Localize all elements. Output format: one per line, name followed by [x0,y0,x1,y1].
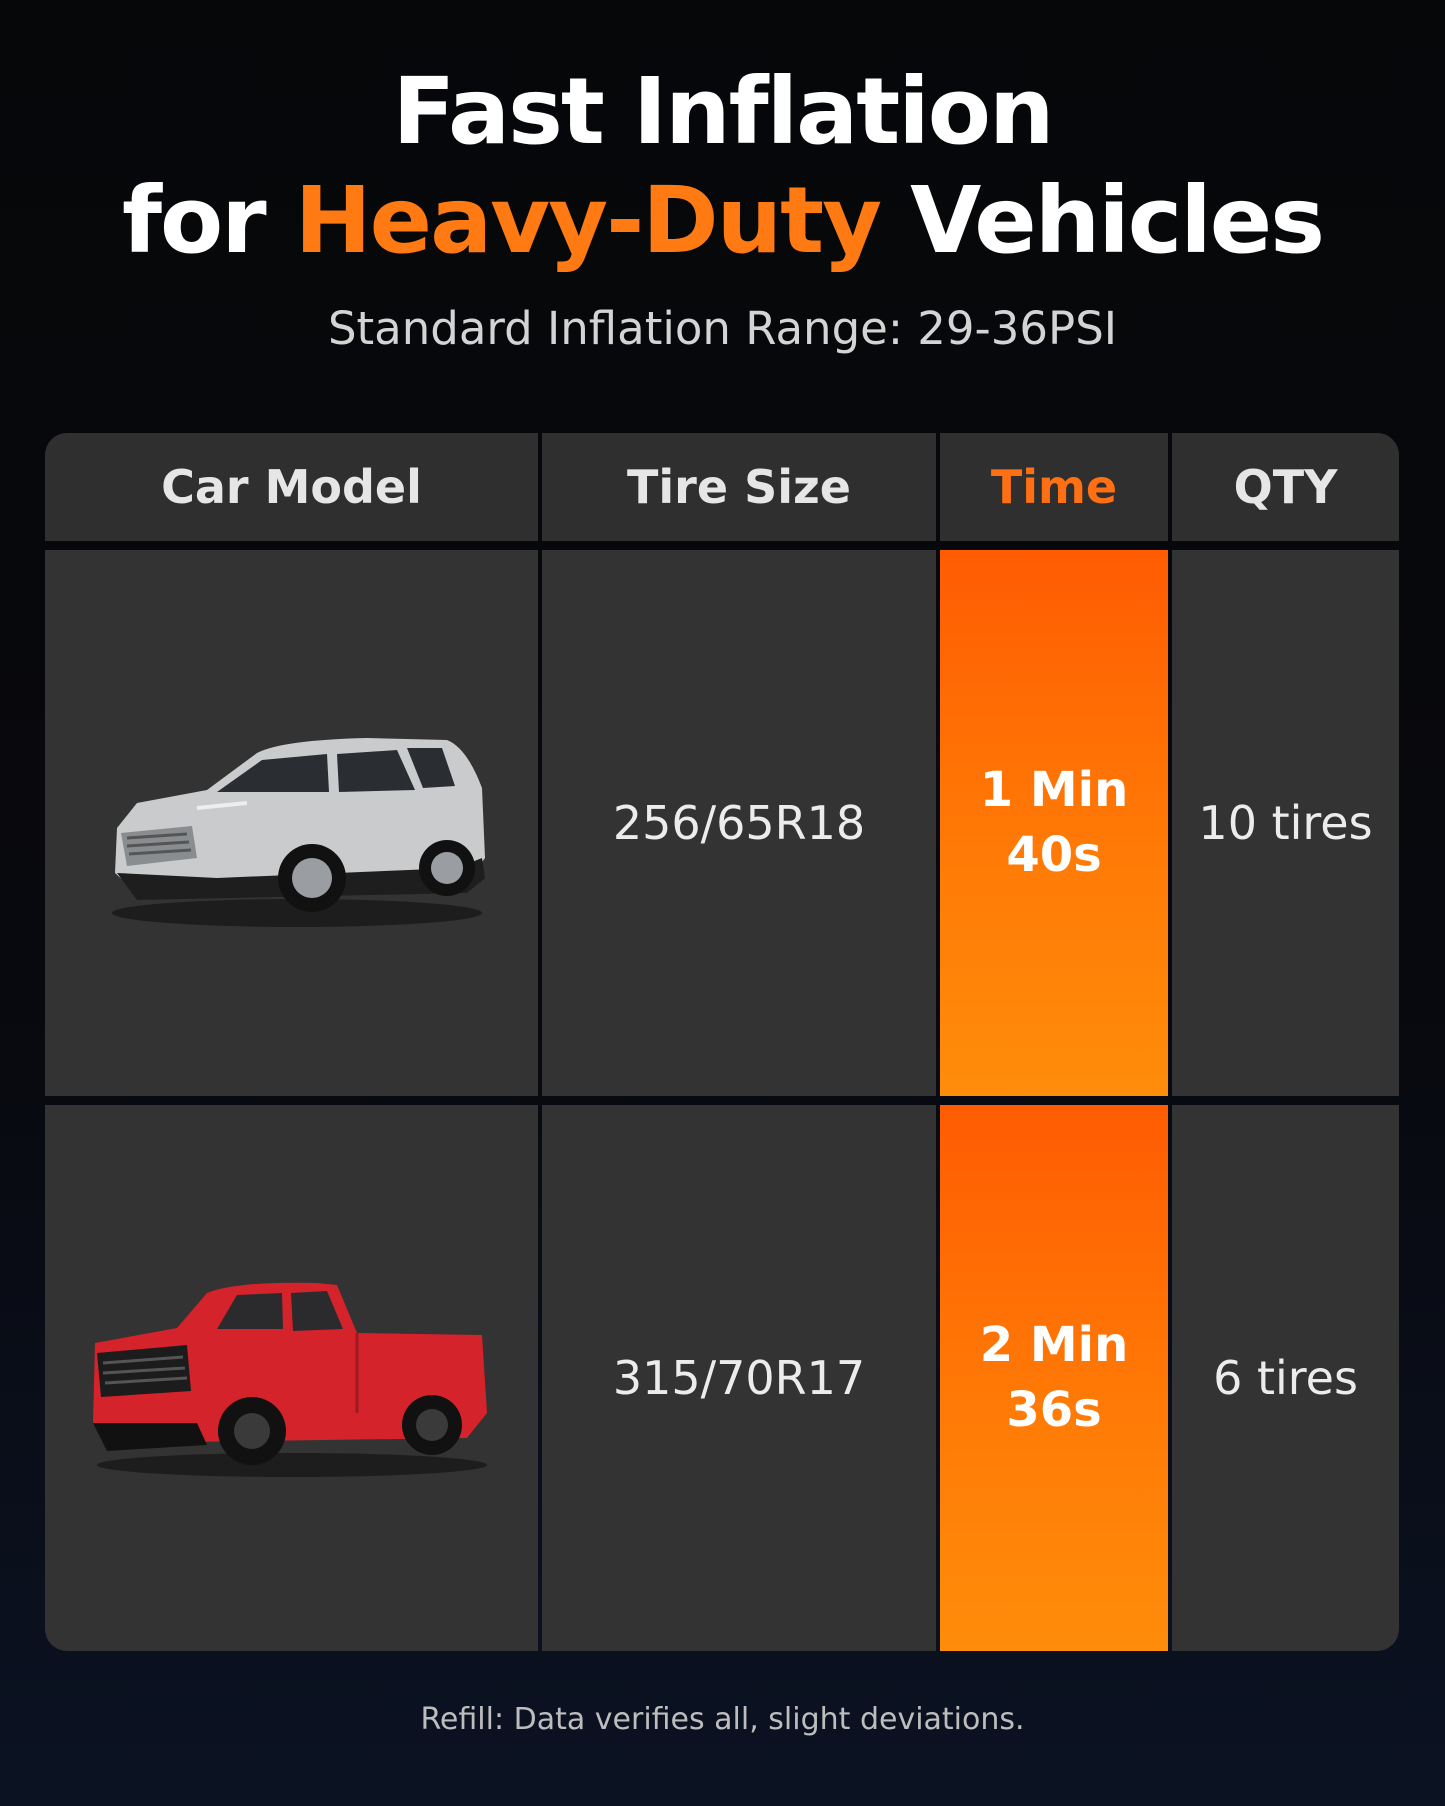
column-header: Car Model [45,433,538,541]
qty: 6 tires [1172,1105,1399,1651]
title-line: for Heavy-Duty Vehicles [0,175,1445,267]
time-line: 36s [1006,1382,1102,1438]
car-image-cell [45,550,538,1096]
tire-size: 315/70R17 [542,1105,936,1651]
column-header: Time [940,433,1168,541]
time-line: 1 Min [979,762,1129,819]
car-image-cell [45,1105,538,1651]
title-text: for [122,167,267,274]
time-line: 2 Min [979,1317,1129,1374]
title-text: Vehicles [910,167,1325,274]
time-cell: 2 Min 36s [940,1105,1168,1651]
footnote: Refill: Data verifies all, slight deviat… [420,1702,1025,1737]
qty: 10 tires [1172,550,1399,1096]
suv-image [111,738,485,927]
time-cell: 1 Min 40s [940,550,1168,1096]
title-highlight: Heavy-Duty [294,167,882,274]
column-header: Tire Size [542,433,936,541]
comparison-table: Car Model Tire Size Time QTY 256/65R18 1… [45,433,1399,1651]
subtitle: Standard Inflation Range: 29-36PSI [327,302,1118,355]
column-header: QTY [1172,433,1399,541]
pickup-image [92,1282,487,1477]
time-line: 40s [1006,827,1102,883]
title-line: Fast Inflation [392,58,1055,165]
tire-size: 256/65R18 [542,550,936,1096]
